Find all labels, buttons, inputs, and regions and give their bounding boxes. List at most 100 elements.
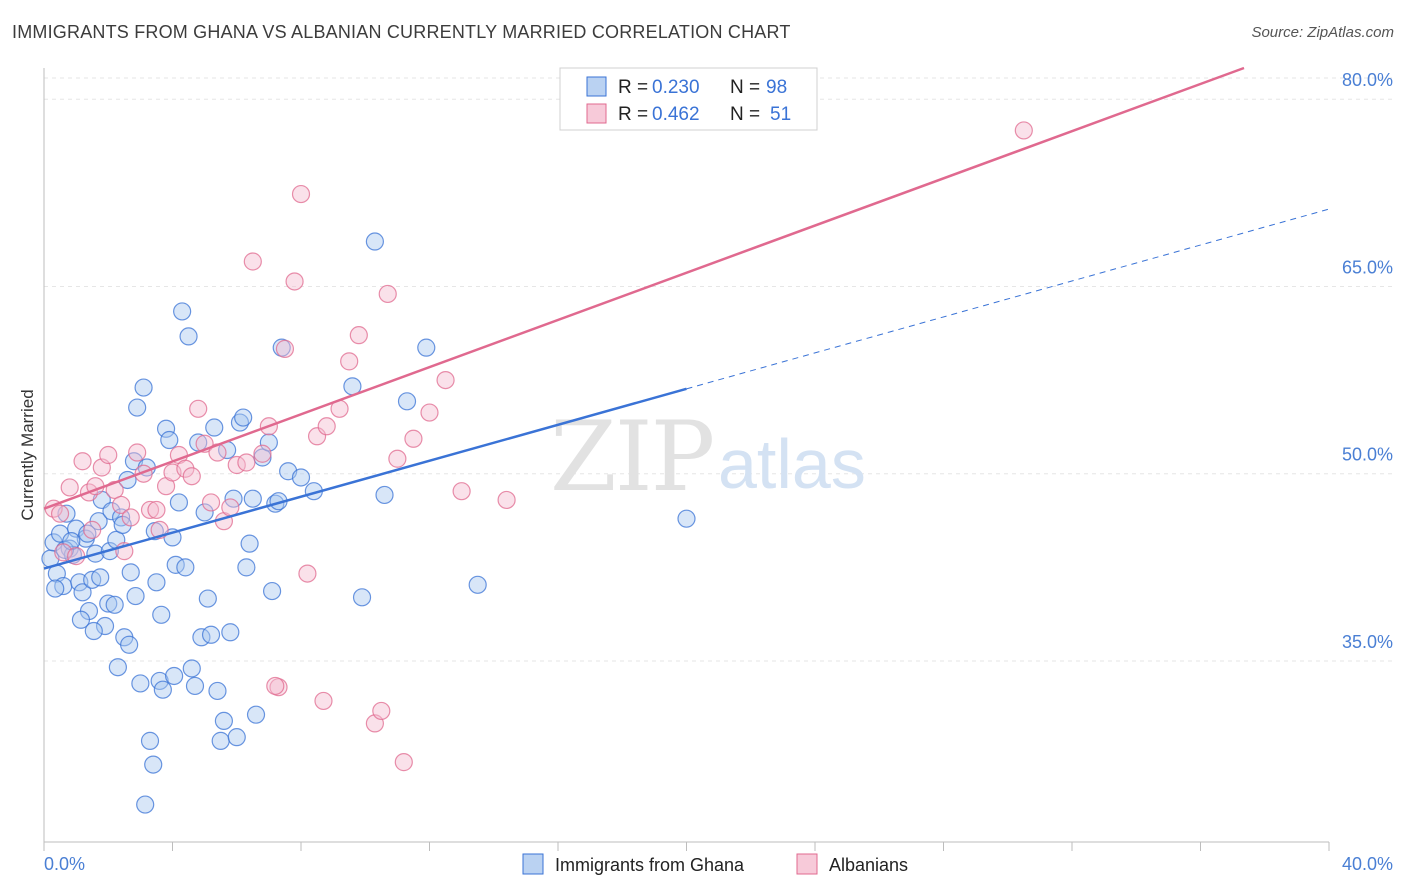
y-tick-label: 35.0% bbox=[1342, 632, 1393, 652]
trend-lines bbox=[43, 66, 1330, 570]
point-ghana bbox=[173, 302, 192, 321]
point-albanians bbox=[394, 753, 413, 772]
point-ghana bbox=[105, 595, 124, 614]
point-ghana bbox=[84, 621, 103, 641]
point-ghana bbox=[237, 558, 256, 577]
point-ghana bbox=[152, 605, 171, 624]
point-albanians bbox=[388, 449, 407, 468]
point-albanians bbox=[349, 326, 368, 345]
y-tick-label: 50.0% bbox=[1342, 445, 1393, 465]
point-ghana bbox=[214, 711, 233, 731]
point-ghana bbox=[144, 755, 163, 774]
point-ghana bbox=[156, 419, 176, 438]
point-albanians bbox=[243, 252, 262, 271]
point-albanians bbox=[298, 564, 317, 583]
point-ghana bbox=[71, 610, 91, 629]
point-albanians bbox=[285, 272, 304, 291]
point-ghana bbox=[160, 430, 179, 450]
point-ghana bbox=[128, 398, 147, 417]
x-tick-label-max: 40.0% bbox=[1342, 854, 1393, 874]
point-ghana bbox=[417, 338, 436, 357]
legend-swatch-ghana bbox=[522, 853, 544, 875]
point-ghana bbox=[95, 616, 115, 636]
point-ghana bbox=[126, 586, 145, 606]
stats-n-label-ghana: N = bbox=[730, 77, 760, 98]
point-ghana bbox=[365, 232, 384, 251]
point-albanians bbox=[111, 495, 131, 515]
point-albanians bbox=[307, 427, 327, 446]
point-ghana bbox=[185, 676, 205, 696]
point-ghana bbox=[375, 485, 394, 505]
point-ghana bbox=[243, 489, 262, 508]
tick-labels: 35.0% 50.0% 65.0% 80.0% 0.0% 40.0% bbox=[44, 70, 1393, 874]
stats-n-label-albanians: N = bbox=[730, 104, 760, 125]
point-ghana bbox=[352, 588, 372, 607]
point-albanians bbox=[497, 490, 516, 510]
point-ghana bbox=[136, 795, 155, 814]
stats-r-label-albanians: R = bbox=[618, 104, 648, 125]
point-ghana bbox=[234, 408, 253, 427]
point-albanians bbox=[420, 403, 439, 422]
stats-r-value-albanians: 0.462 bbox=[652, 104, 700, 125]
point-albanians bbox=[221, 498, 240, 517]
y-tick-label: 80.0% bbox=[1342, 70, 1393, 90]
point-albanians bbox=[372, 701, 391, 721]
watermark-atlas: atlas bbox=[718, 425, 866, 503]
watermark: ZIP atlas bbox=[550, 401, 866, 513]
point-ghana bbox=[120, 635, 139, 654]
point-ghana bbox=[230, 413, 250, 432]
point-ghana bbox=[259, 433, 278, 452]
y-axis-label: Currently Married bbox=[18, 389, 37, 520]
point-ghana bbox=[182, 659, 201, 678]
point-ghana bbox=[208, 681, 227, 701]
point-albanians bbox=[1014, 121, 1033, 140]
point-albanians bbox=[182, 467, 201, 486]
point-albanians bbox=[291, 184, 311, 204]
point-ghana bbox=[397, 392, 417, 411]
stats-r-value-ghana: 0.230 bbox=[652, 77, 700, 98]
point-albanians bbox=[99, 445, 118, 465]
point-ghana bbox=[153, 680, 172, 699]
point-albanians bbox=[317, 417, 336, 436]
series-albanians-points bbox=[44, 121, 1033, 772]
stats-r-label-ghana: R = bbox=[618, 77, 648, 98]
point-ghana bbox=[246, 705, 266, 724]
trend-line-ghana-extension bbox=[686, 208, 1330, 390]
axes bbox=[43, 68, 1330, 851]
stats-n-value-ghana: 98 bbox=[766, 77, 787, 98]
point-ghana bbox=[165, 666, 184, 686]
point-albanians bbox=[83, 520, 102, 540]
trend-line-albanians bbox=[43, 66, 1245, 510]
bottom-legend: Immigrants from Ghana Albanians bbox=[522, 853, 908, 875]
point-albanians bbox=[121, 508, 140, 527]
point-ghana bbox=[201, 625, 221, 644]
point-ghana bbox=[291, 468, 311, 487]
point-ghana bbox=[121, 563, 140, 582]
point-ghana bbox=[91, 568, 110, 587]
legend-label-albanians: Albanians bbox=[829, 855, 908, 875]
point-ghana bbox=[111, 508, 131, 527]
point-ghana bbox=[468, 575, 487, 594]
stats-swatch-albanians bbox=[586, 103, 607, 124]
point-ghana bbox=[46, 579, 65, 598]
point-albanians bbox=[404, 429, 423, 448]
stats-legend: R = 0.230 N = 98 R = 0.462 N = 51 bbox=[559, 67, 818, 131]
point-albanians bbox=[140, 500, 160, 520]
point-albanians bbox=[452, 482, 471, 501]
point-ghana bbox=[147, 573, 166, 592]
point-ghana bbox=[169, 493, 189, 512]
point-ghana bbox=[140, 731, 160, 750]
point-ghana bbox=[179, 327, 198, 346]
point-albanians bbox=[275, 339, 295, 358]
stats-n-value-albanians: 51 bbox=[770, 104, 791, 125]
legend-label-ghana: Immigrants from Ghana bbox=[555, 855, 745, 875]
point-albanians bbox=[378, 284, 397, 304]
point-ghana bbox=[176, 558, 195, 577]
point-albanians bbox=[128, 443, 147, 462]
point-ghana bbox=[211, 731, 230, 750]
point-albanians bbox=[237, 453, 256, 472]
point-ghana bbox=[131, 674, 150, 693]
point-albanians bbox=[50, 504, 70, 523]
x-tick-label-min: 0.0% bbox=[44, 854, 85, 874]
